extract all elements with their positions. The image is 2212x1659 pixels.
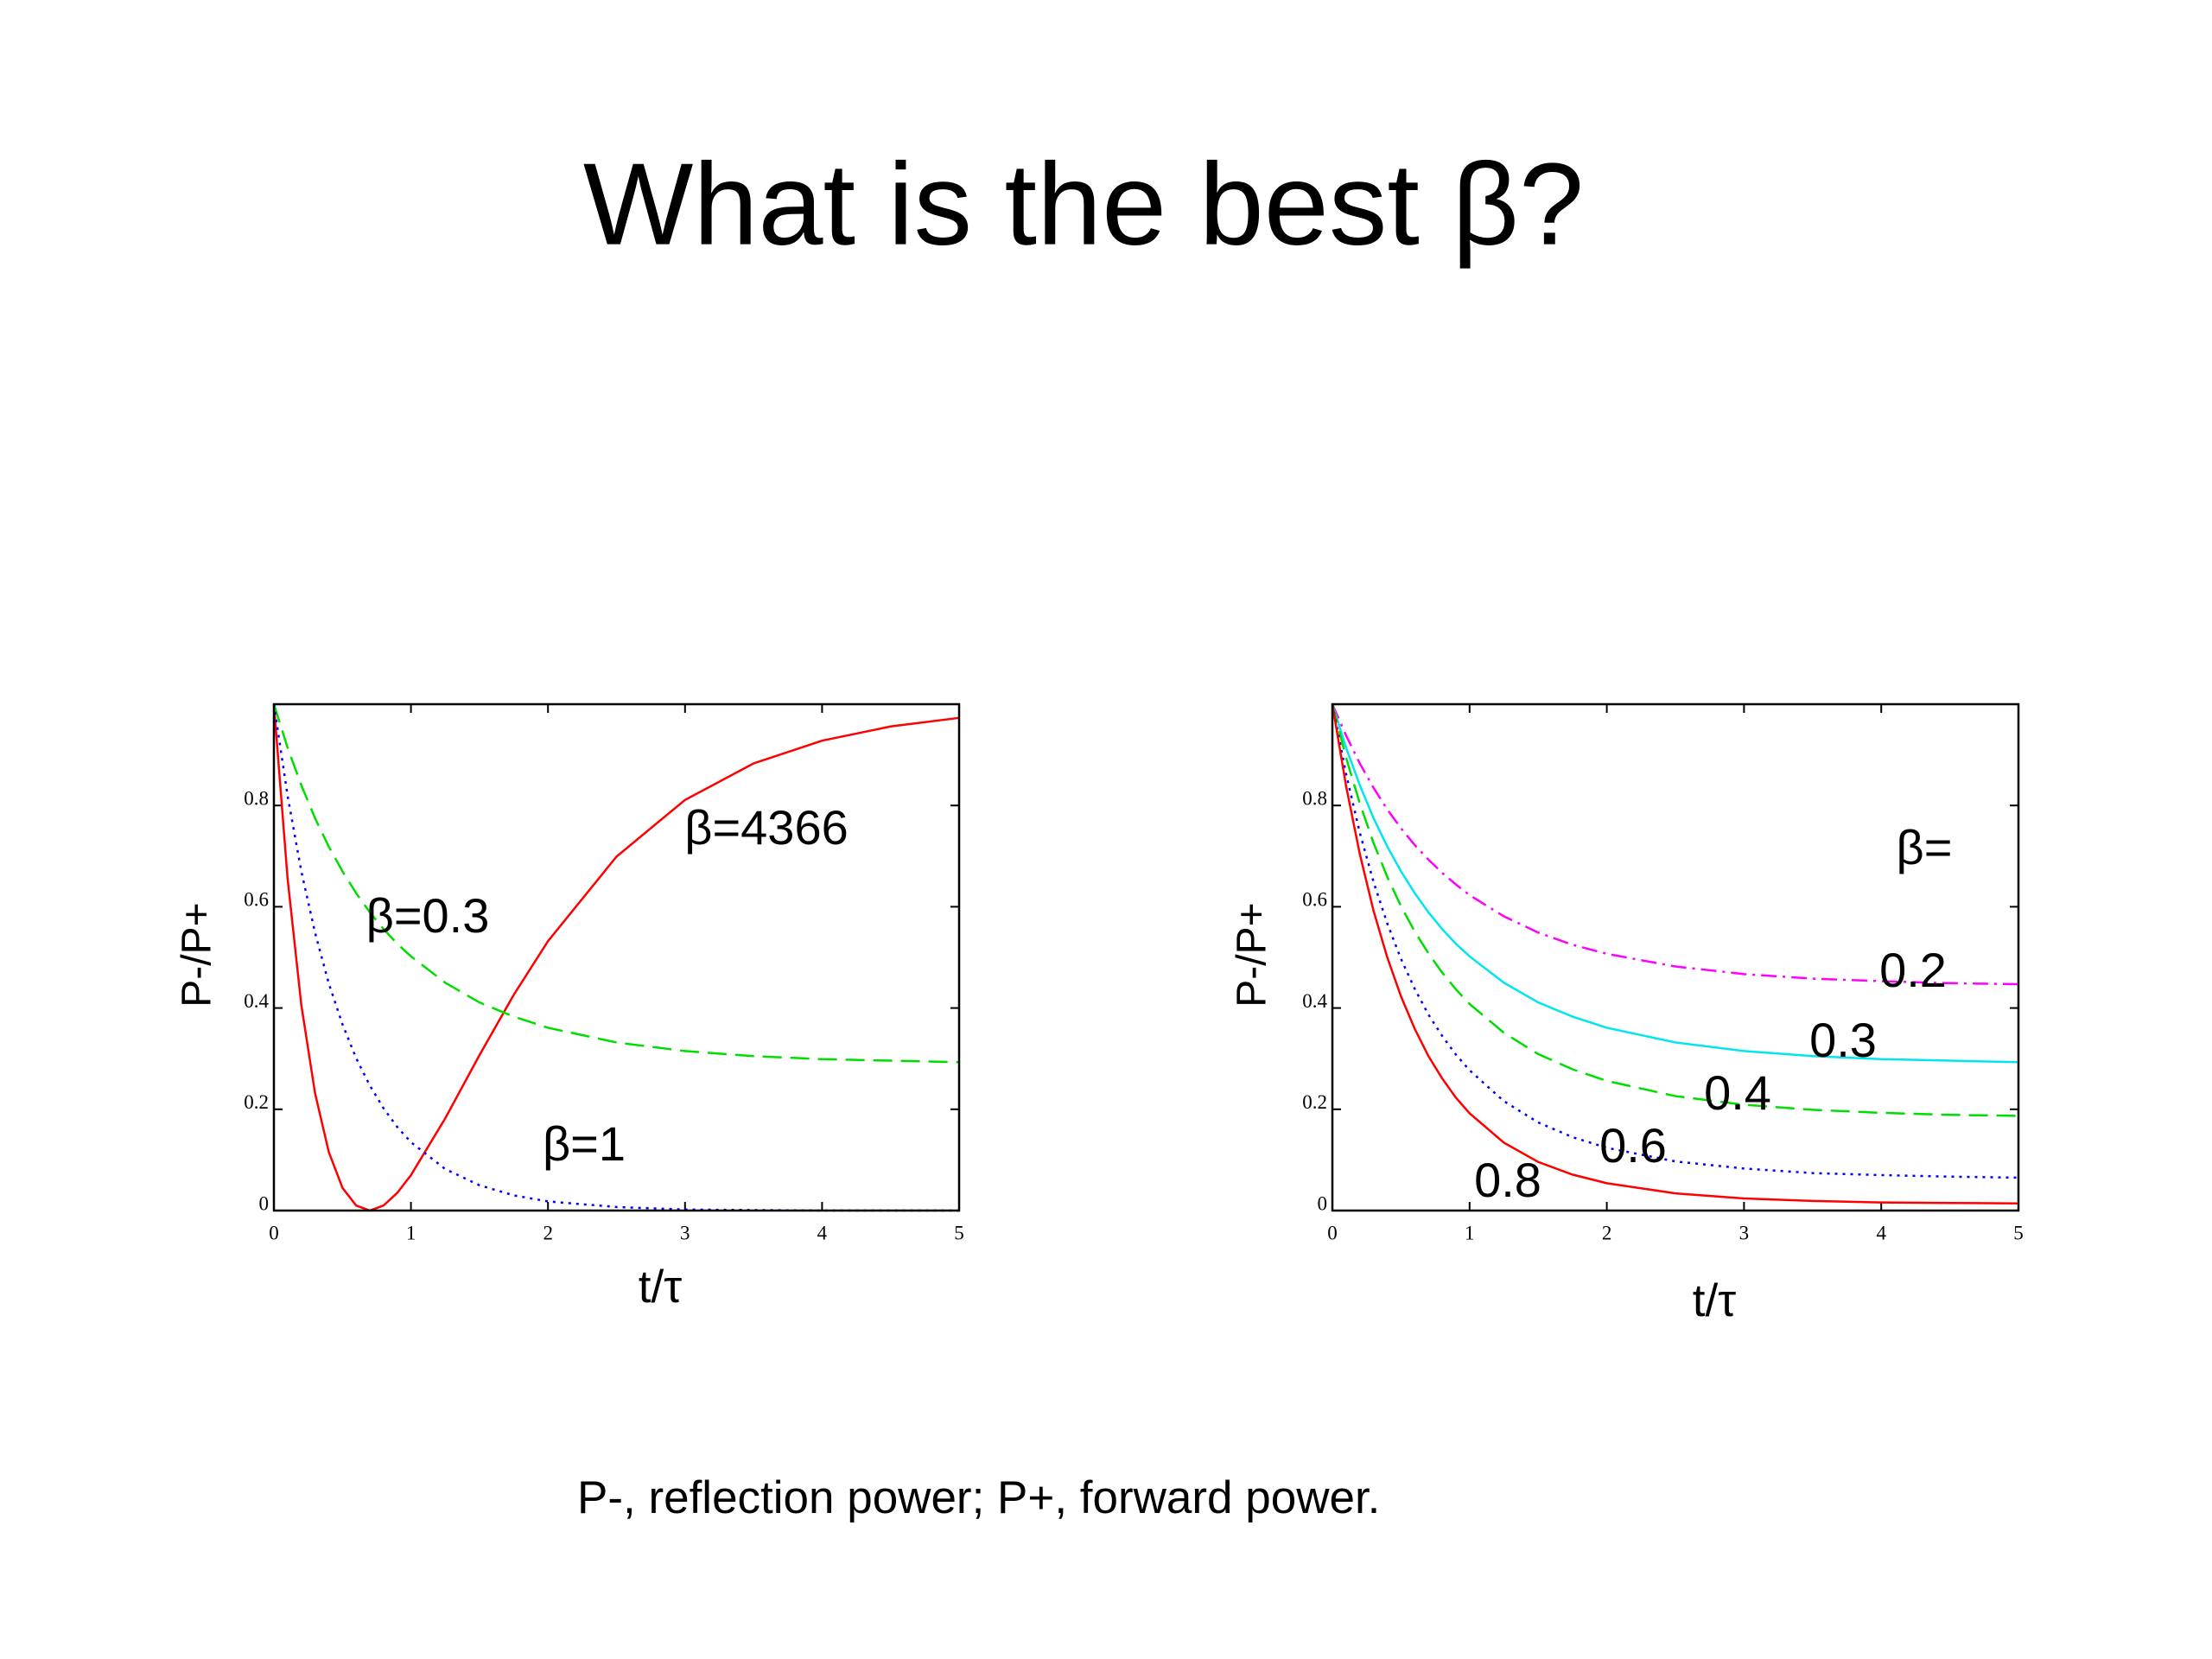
x-axis-label: t/τ [639,1262,682,1313]
slide-title: What is the best β? [583,139,1584,270]
y-tick-label: 0 [1318,1192,1328,1214]
series-line [1331,703,2019,986]
series-label: 0.4 [1704,1065,1771,1120]
series-line [1331,703,2019,1064]
x-tick-label: 0 [1327,1222,1338,1243]
x-tick-label: 2 [543,1222,553,1243]
y-tick-label: 0.2 [1302,1091,1327,1113]
series-label: 0.6 [1599,1118,1667,1173]
y-tick-label: 0.4 [1302,990,1327,1012]
plot-frame [1331,702,2020,1212]
series-line [1331,703,2019,1205]
y-tick-label: 0.4 [244,990,269,1012]
y-tick-label: 0.6 [1302,889,1327,911]
x-tick-label: 3 [680,1222,690,1243]
series-line [1331,703,2019,1117]
x-tick-label: 1 [406,1222,416,1243]
caption: P-, reflection power; P+, forward power. [577,1472,1380,1523]
y-tick-label: 0.8 [244,787,269,809]
y-tick-label: 0.2 [244,1091,269,1113]
y-axis-label: P-/P+ [1230,902,1275,1007]
series-label: β=0.3 [366,888,490,943]
y-tick-label: 0.6 [244,889,269,911]
y-tick-label: 0 [259,1192,270,1214]
series-line [272,703,960,1212]
series-label: β=4366 [684,800,849,855]
y-axis-label: P-/P+ [175,902,220,1007]
x-axis-label: t/τ [1693,1275,1736,1326]
x-tick-label: 3 [1739,1222,1750,1243]
x-tick-label: 5 [2013,1222,2024,1243]
series-line [272,703,959,1212]
x-tick-label: 2 [1602,1222,1612,1243]
series-label: 0.2 [1879,943,1947,997]
x-tick-label: 5 [954,1222,964,1243]
series-line [1331,703,2019,1179]
series-label: 0.3 [1809,1013,1877,1067]
series-label: 0.8 [1474,1153,1541,1207]
series-label: β=1 [543,1116,626,1171]
x-tick-label: 4 [817,1222,828,1243]
y-tick-label: 0.8 [1302,787,1327,809]
annotation: β= [1897,820,1953,874]
series-line [272,703,960,1064]
x-tick-label: 0 [269,1222,279,1243]
plot-frame [272,702,961,1212]
x-tick-label: 4 [1876,1222,1886,1243]
x-tick-label: 1 [1465,1222,1475,1243]
